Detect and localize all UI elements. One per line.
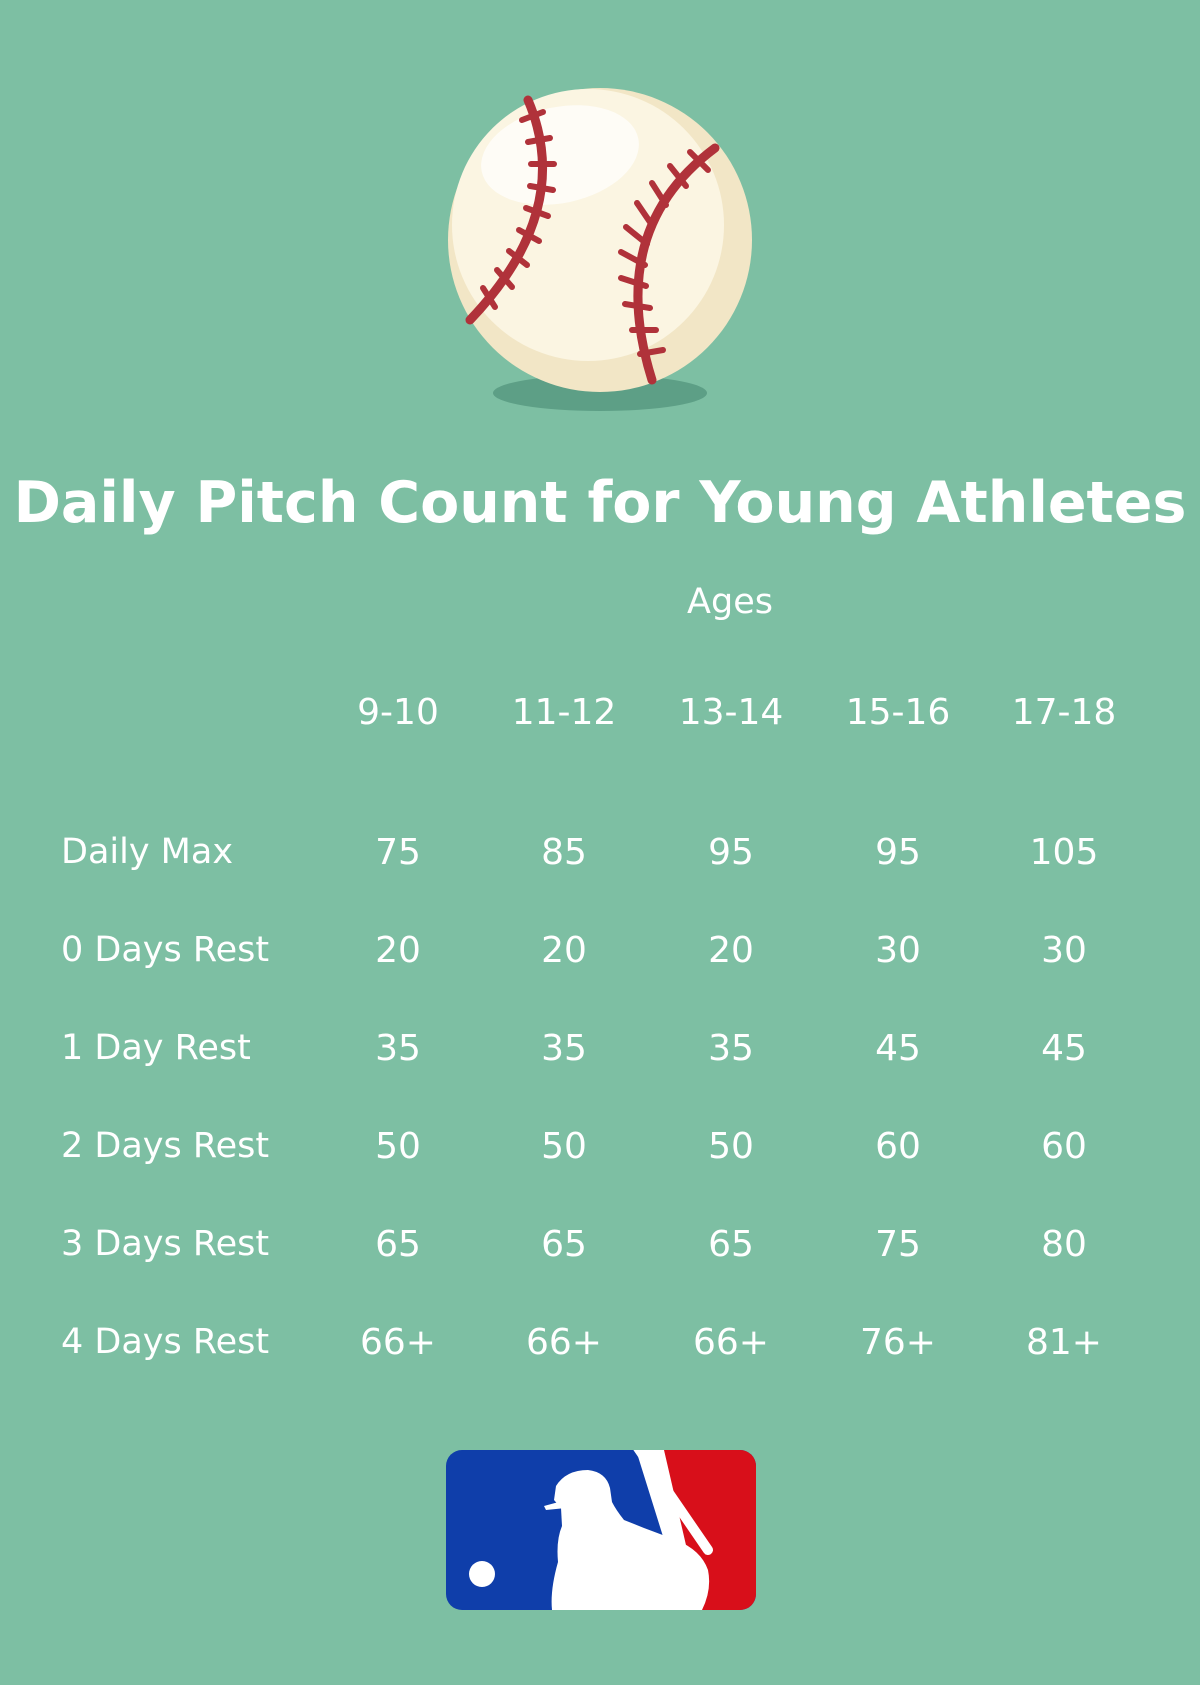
row-label: Daily Max [61, 832, 234, 872]
row-label: 1 Day Rest [61, 1028, 251, 1068]
table-cell: 75 [875, 1224, 921, 1265]
table-cell: 45 [1041, 1028, 1087, 1069]
table-cell: 35 [541, 1028, 587, 1069]
mlb-logo-icon [446, 1450, 756, 1610]
row-label: 2 Days Rest [61, 1126, 270, 1166]
table-cell: 95 [875, 832, 921, 873]
table-cell: 81+ [1026, 1322, 1102, 1363]
page-title: Daily Pitch Count for Young Athletes [13, 470, 1187, 536]
table-cell: 85 [541, 832, 587, 873]
table-cell: 75 [375, 832, 421, 873]
table-cell: 20 [708, 930, 754, 971]
ages-group-label: Ages [687, 582, 773, 622]
table-cell: 60 [875, 1126, 921, 1167]
column-header-13-14: 13-14 [678, 692, 784, 733]
table-cell: 65 [708, 1224, 754, 1265]
row-label: 3 Days Rest [61, 1224, 270, 1264]
table-cell: 35 [375, 1028, 421, 1069]
table-cell: 60 [1041, 1126, 1087, 1167]
table-cell: 30 [875, 930, 921, 971]
table-cell: 105 [1029, 832, 1099, 873]
table-cell: 50 [375, 1126, 421, 1167]
table-cell: 50 [708, 1126, 754, 1167]
table-cell: 45 [875, 1028, 921, 1069]
table-cell: 20 [375, 930, 421, 971]
table-cell: 66+ [526, 1322, 602, 1363]
column-header-9-10: 9-10 [357, 692, 439, 733]
row-label: 0 Days Rest [61, 930, 270, 970]
table-cell: 30 [1041, 930, 1087, 971]
table-cell: 50 [541, 1126, 587, 1167]
column-header-15-16: 15-16 [845, 692, 951, 733]
table-cell: 80 [1041, 1224, 1087, 1265]
table-cell: 20 [541, 930, 587, 971]
column-header-11-12: 11-12 [511, 692, 617, 733]
table-cell: 95 [708, 832, 754, 873]
table-cell: 66+ [360, 1322, 436, 1363]
table-cell: 76+ [860, 1322, 936, 1363]
column-header-17-18: 17-18 [1011, 692, 1117, 733]
table-cell: 65 [541, 1224, 587, 1265]
table-cell: 66+ [693, 1322, 769, 1363]
table-cell: 65 [375, 1224, 421, 1265]
baseball-icon [448, 88, 752, 411]
row-label: 4 Days Rest [61, 1322, 270, 1362]
table-cell: 35 [708, 1028, 754, 1069]
